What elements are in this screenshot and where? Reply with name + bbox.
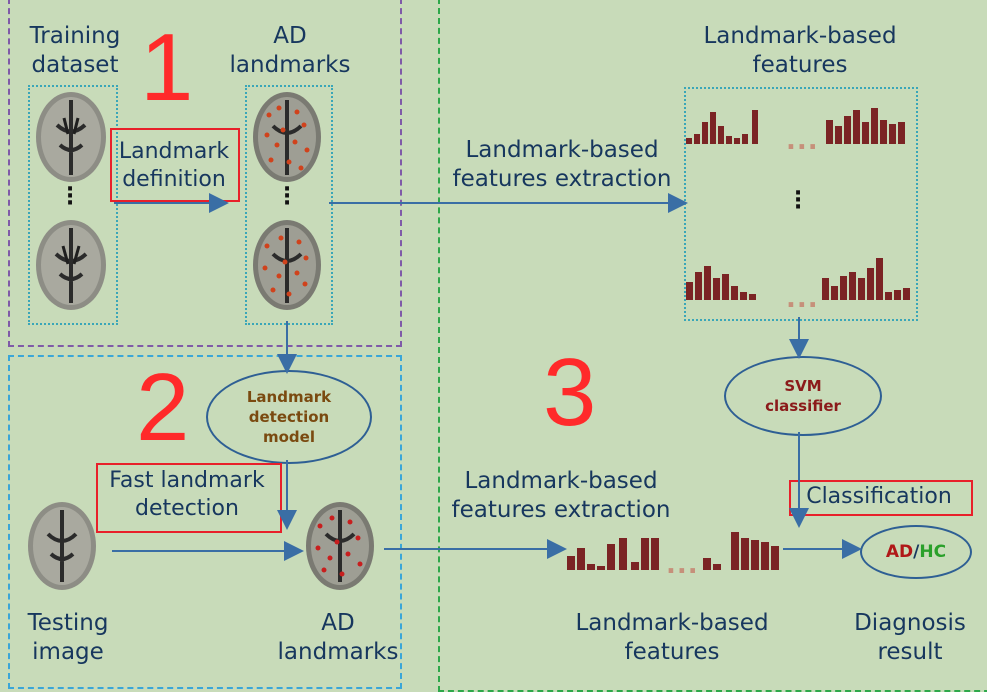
- vertical-ellipsis-icon: · · ·: [793, 181, 803, 220]
- ad-landmarks-label-bottom: AD landmarks: [277, 610, 399, 665]
- feature-histogram-bottom-right: [703, 532, 779, 570]
- feature-histogram-mid-right: [822, 258, 910, 300]
- landmark-definition-box: [110, 128, 240, 202]
- stage3-number: 3: [543, 339, 597, 446]
- extraction-top-label: Landmark-based features extraction: [452, 137, 672, 192]
- feature-histogram-bottom-left: [567, 538, 659, 570]
- horizontal-ellipsis-icon: ...: [786, 284, 819, 314]
- stage1-number: 1: [140, 14, 194, 121]
- feature-histogram-mid-left: [686, 266, 756, 300]
- feature-histogram-top-left: [686, 110, 758, 144]
- ad-landmarks-box-top: [245, 85, 333, 325]
- ad-landmarks-label-top: AD landmarks: [229, 23, 351, 78]
- diagnosis-result: AD / HC: [860, 525, 972, 579]
- brain-icon: [24, 500, 100, 596]
- svm-classifier: SVM classifier: [724, 356, 882, 436]
- testing-image-label: Testing image: [27, 610, 109, 665]
- brain-landmarks-icon: [249, 218, 325, 317]
- classification-box: [789, 480, 973, 516]
- svm-label: SVM classifier: [765, 376, 841, 415]
- extraction-bottom-label: Landmark-based features extraction: [451, 468, 671, 523]
- features-bottom-label: Landmark-based features: [575, 610, 769, 665]
- vertical-ellipsis-icon: · · ·: [65, 177, 75, 216]
- vertical-ellipsis-icon: · · ·: [282, 177, 292, 216]
- flow-arrows: [112, 193, 862, 561]
- stage2-number: 2: [136, 354, 190, 461]
- result-sep: /: [913, 541, 920, 562]
- result-ad: AD: [885, 541, 914, 562]
- brain-landmarks-icon: [302, 500, 378, 596]
- fast-detection-label: Fast landmark detection: [109, 468, 265, 521]
- features-top-label: Landmark-based features: [703, 23, 897, 78]
- horizontal-ellipsis-icon: ...: [786, 126, 819, 156]
- horizontal-ellipsis-icon: ...: [666, 550, 699, 580]
- brain-icon: [32, 90, 110, 189]
- brain-landmarks-icon: [249, 90, 325, 189]
- detection-model-label: Landmark detection model: [246, 387, 332, 447]
- training-dataset-box: [28, 85, 118, 325]
- diagnosis-label: Diagnosis result: [854, 610, 966, 665]
- landmark-definition-label: Landmark definition: [118, 139, 230, 192]
- brain-icon: [32, 218, 110, 317]
- fast-detection-box: [96, 463, 282, 533]
- training-dataset-label: Training dataset: [29, 23, 121, 78]
- stage1-region: [8, 0, 402, 347]
- feature-histogram-top-right: [826, 108, 905, 144]
- result-hc: HC: [919, 541, 947, 562]
- classification-label: Classification: [806, 484, 952, 509]
- landmark-detection-model: Landmark detection model: [206, 370, 372, 464]
